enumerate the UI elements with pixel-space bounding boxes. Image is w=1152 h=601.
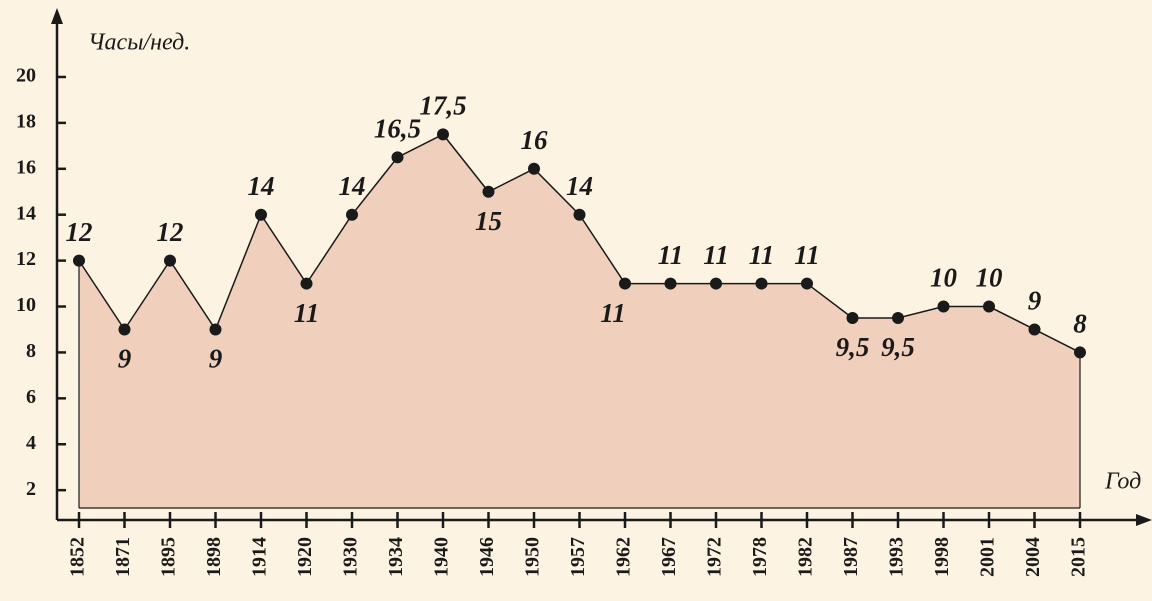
x-tick-label: 1972 <box>704 537 726 577</box>
x-tick-label: 1987 <box>840 537 862 577</box>
x-tick-label: 1993 <box>886 537 908 577</box>
point <box>801 277 813 290</box>
y-tick-label: 4 <box>26 432 36 454</box>
x-tick-label: 1967 <box>658 537 680 577</box>
value-label: 15 <box>475 206 502 236</box>
value-label: 11 <box>749 240 775 270</box>
value-label: 9 <box>209 344 223 374</box>
x-tick-label: 1934 <box>385 537 407 577</box>
y-tick-label: 6 <box>26 386 36 408</box>
value-label: 16,5 <box>374 114 421 144</box>
value-label: 9,5 <box>836 332 870 362</box>
y-tick-label: 12 <box>16 248 36 270</box>
x-tick-label: 1898 <box>203 537 225 577</box>
x-arrow <box>1136 514 1152 526</box>
point <box>573 208 586 221</box>
value-label: 14 <box>339 171 366 201</box>
point <box>346 208 358 221</box>
value-label: 11 <box>600 298 626 328</box>
x-tick-label: 1871 <box>112 537 134 577</box>
point <box>892 312 904 324</box>
y-tick-label: 2 <box>26 478 36 500</box>
point <box>482 185 495 198</box>
value-label: 11 <box>294 298 320 328</box>
point <box>391 151 404 164</box>
value-label: 11 <box>658 240 684 270</box>
value-label: 16 <box>521 125 549 155</box>
point <box>437 128 449 141</box>
x-tick-label: 1930 <box>340 537 362 577</box>
y-arrow <box>51 8 63 24</box>
point <box>846 312 859 324</box>
x-tick-label: 1914 <box>249 537 271 577</box>
value-label: 12 <box>157 217 184 247</box>
x-tick-label: 1940 <box>431 537 453 577</box>
x-tick-label: 1852 <box>67 537 89 577</box>
value-label: 17,5 <box>419 91 466 121</box>
x-tick-label: 1978 <box>749 537 771 577</box>
point <box>1028 323 1041 336</box>
x-tick-label: 1895 <box>158 537 180 577</box>
point <box>164 254 176 267</box>
value-label: 11 <box>794 240 820 270</box>
point <box>983 300 995 313</box>
value-label: 8 <box>1073 309 1087 339</box>
point <box>710 277 722 290</box>
x-tick-label: 1998 <box>931 537 953 577</box>
x-tick-label: 2001 <box>977 537 999 577</box>
point <box>300 277 313 290</box>
area <box>79 134 1080 508</box>
point <box>937 300 950 313</box>
x-tick-label: 1946 <box>476 537 498 577</box>
y-tick-label: 8 <box>26 340 36 362</box>
value-label: 9,5 <box>881 332 915 362</box>
point <box>73 254 85 267</box>
x-tick-label: 2015 <box>1068 537 1090 577</box>
y-tick-label: 20 <box>16 65 36 87</box>
y-axis-label: Часы/нед. <box>88 30 190 56</box>
point <box>664 277 677 290</box>
value-label: 14 <box>248 171 275 201</box>
x-tick-label: 1950 <box>522 537 544 577</box>
value-label: 10 <box>976 263 1004 293</box>
point <box>619 277 631 290</box>
y-tick-label: 10 <box>16 294 36 316</box>
x-tick-label: 2004 <box>1022 537 1044 577</box>
x-axis-label: Год <box>1104 469 1141 495</box>
point <box>118 323 131 336</box>
value-label: 14 <box>566 171 593 201</box>
y-tick-label: 18 <box>16 110 36 132</box>
x-tick-label: 1957 <box>567 537 589 577</box>
value-label: 9 <box>118 344 132 374</box>
point <box>528 162 540 175</box>
value-label: 9 <box>1028 286 1042 316</box>
x-tick-label: 1962 <box>613 537 635 577</box>
point <box>255 208 267 221</box>
x-tick-label: 1982 <box>795 537 817 577</box>
point <box>209 323 222 336</box>
y-tick-label: 14 <box>16 202 36 224</box>
x-tick-label: 1920 <box>294 537 316 577</box>
y-tick-label: 16 <box>16 156 36 178</box>
value-label: 12 <box>66 217 93 247</box>
point <box>755 277 768 290</box>
value-label: 11 <box>703 240 729 270</box>
value-label: 10 <box>930 263 958 293</box>
point <box>1074 346 1086 359</box>
